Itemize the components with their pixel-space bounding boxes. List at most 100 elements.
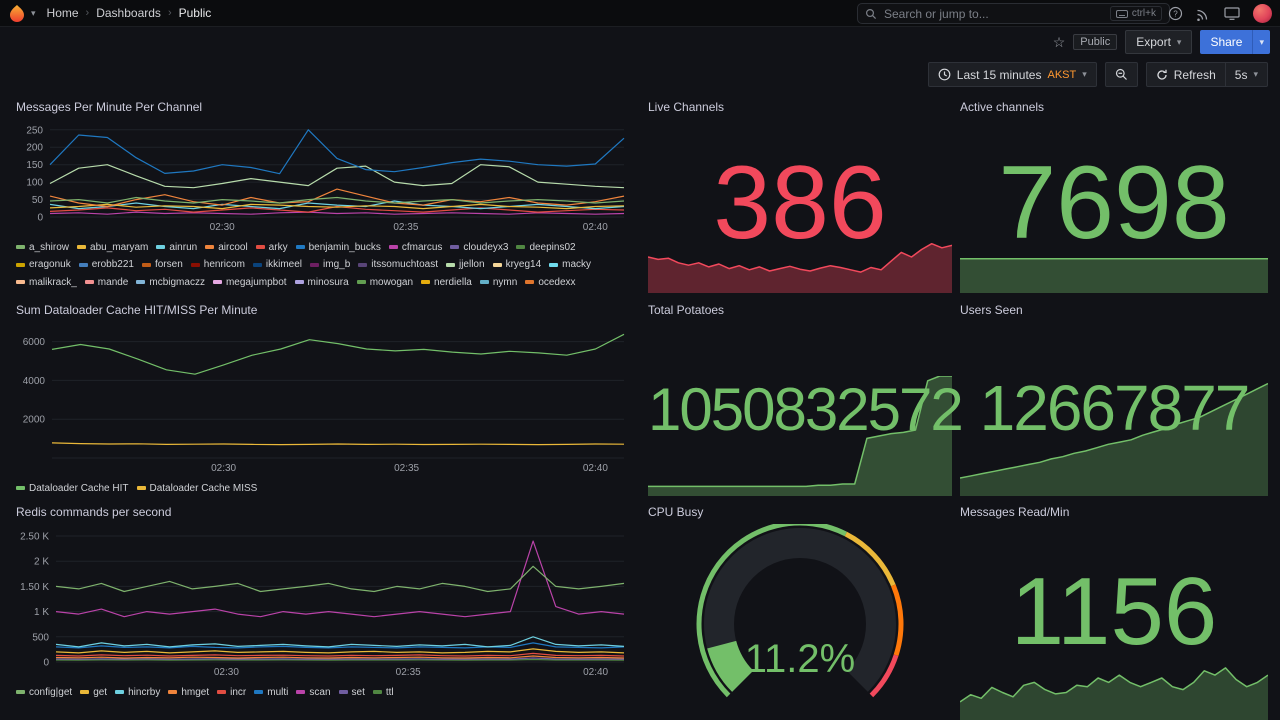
legend-item[interactable]: sand0e <box>325 292 371 294</box>
legend-label: nerdiella <box>434 276 472 288</box>
legend-item[interactable]: megajumpbot <box>212 275 287 290</box>
search-input[interactable]: Search or jump to... ctrl+k <box>857 3 1170 24</box>
panel-active-channels: Active channels 7698 <box>960 99 1268 293</box>
news-rss-icon[interactable] <box>1196 6 1211 21</box>
stat-sparkline <box>959 644 1269 720</box>
cpu-gauge[interactable]: 11.2% <box>648 520 952 720</box>
legend-item[interactable]: ocedexx <box>525 275 576 290</box>
time-range-picker[interactable]: Last 15 minutes AKST ▾ <box>927 62 1097 87</box>
legend-item[interactable]: erobb221 <box>78 257 134 272</box>
org-switcher-caret-icon[interactable]: ▾ <box>31 7 36 18</box>
legend-item[interactable]: malikrack_ <box>16 275 77 290</box>
share-caret-button[interactable]: ▾ <box>1252 30 1270 54</box>
legend-swatch <box>372 690 382 694</box>
legend-item[interactable]: deepins02 <box>516 240 576 255</box>
legend-item[interactable]: smerfy <box>378 292 421 294</box>
legend-item[interactable]: abu_maryam <box>77 240 148 255</box>
legend-item[interactable]: nymn <box>479 275 517 290</box>
legend-item[interactable]: cfmarcus <box>388 240 442 255</box>
legend-item[interactable]: set <box>338 685 365 700</box>
legend-item[interactable]: psp1g <box>80 292 120 294</box>
messages-legend: a_shirow abu_maryam ainrun aircool arky benja… <box>16 237 628 294</box>
breadcrumb-dashboards[interactable]: Dashboards <box>96 6 161 20</box>
legend-item[interactable]: preachifw <box>16 292 72 294</box>
panel-title[interactable]: Messages Per Minute Per Channel <box>16 100 203 114</box>
legend-item[interactable]: scan <box>296 685 331 700</box>
export-button[interactable]: Export ▾ <box>1125 30 1193 54</box>
legend-item[interactable]: snoes <box>501 292 541 294</box>
legend-item[interactable]: macky <box>549 257 591 272</box>
legend-item[interactable]: config|get <box>16 685 72 700</box>
legend-item[interactable]: ikkimeel <box>252 257 302 272</box>
panel-dataloader-cache: Sum Dataloader Cache HIT/MISS Per Minute… <box>16 302 628 496</box>
user-avatar[interactable] <box>1253 4 1272 23</box>
dashboard-tag[interactable]: Public <box>1073 34 1118 50</box>
legend-item[interactable]: nerdiella <box>421 275 472 290</box>
messages-chart[interactable]: 0 50 100 150 200 250 02:30 02:35 02:40 <box>16 121 628 233</box>
legend-item[interactable]: arky <box>255 240 288 255</box>
legend-item[interactable]: pwgood <box>128 292 176 294</box>
stat-value: 386 <box>713 145 887 261</box>
legend-item[interactable]: itssomuchtoast <box>358 257 438 272</box>
legend-item[interactable]: minosura <box>294 275 349 290</box>
legend-label: config|get <box>29 686 73 698</box>
breadcrumb-home[interactable]: Home <box>46 6 79 20</box>
legend-label: mande <box>97 276 129 288</box>
redis-chart[interactable]: 0 500 1 K 1.50 K 2 K 2.50 K 02:30 02:35 02:40 <box>16 526 628 678</box>
legend-item[interactable]: mowogan <box>356 275 413 290</box>
grafana-logo-icon[interactable] <box>8 4 26 22</box>
legend-swatch <box>338 690 348 694</box>
legend-item[interactable]: ainrun <box>156 240 197 255</box>
dataloader-chart[interactable]: 2000 4000 6000 02:30 02:35 02:40 <box>16 324 628 474</box>
legend-item[interactable]: henricom <box>190 257 245 272</box>
legend-item[interactable]: get <box>80 685 107 700</box>
legend-label: aircool <box>218 241 248 253</box>
legend-item[interactable]: mcbigmaczz <box>136 275 205 290</box>
monitor-icon[interactable] <box>1224 6 1240 21</box>
stat-value: 1050832572 <box>648 376 964 443</box>
panel-title[interactable]: Active channels <box>960 100 1045 114</box>
legend-item[interactable]: hincrby <box>115 685 160 700</box>
legend-item[interactable]: forsen <box>141 257 183 272</box>
legend-item[interactable]: multi <box>254 685 288 700</box>
panel-title[interactable]: Live Channels <box>648 100 725 114</box>
legend-item[interactable]: kryeg14 <box>492 257 541 272</box>
timezone-label: AKST <box>1047 68 1077 81</box>
share-button[interactable]: Share <box>1200 30 1253 54</box>
panel-title[interactable]: Users Seen <box>960 303 1023 317</box>
panel-title[interactable]: Sum Dataloader Cache HIT/MISS Per Minute <box>16 303 258 317</box>
legend-item[interactable]: mande <box>84 275 129 290</box>
legend-item[interactable]: sodasopais <box>429 292 493 294</box>
stat-sparkline <box>959 378 1269 496</box>
legend-item[interactable]: jjellon <box>445 257 485 272</box>
legend-item[interactable]: semuklike <box>184 292 241 294</box>
legend-item[interactable]: Dataloader Cache MISS <box>136 481 257 496</box>
refresh-interval-dropdown[interactable]: 5s ▾ <box>1225 62 1268 87</box>
star-button[interactable]: ☆ <box>1052 33 1066 50</box>
legend-item[interactable]: saxashaban <box>250 292 317 294</box>
legend-label: abu_maryam <box>90 241 149 253</box>
refresh-button[interactable]: Refresh <box>1145 62 1226 87</box>
legend-item[interactable]: incr <box>217 685 246 700</box>
breadcrumb-current[interactable]: Public <box>178 6 212 20</box>
svg-text:0: 0 <box>37 213 43 224</box>
legend-item[interactable]: stormsy <box>549 292 597 294</box>
panel-live-channels: Live Channels 386 <box>647 99 953 293</box>
legend-item[interactable]: a_shirow <box>16 240 69 255</box>
panel-title[interactable]: Total Potatoes <box>648 303 725 317</box>
legend-item[interactable]: ttl <box>372 685 394 700</box>
panel-title[interactable]: Redis commands per second <box>16 505 172 519</box>
legend-item[interactable]: eragonuk <box>16 257 71 272</box>
panel-title[interactable]: Messages Read/Min <box>960 505 1070 519</box>
help-icon[interactable]: ? <box>1168 6 1183 21</box>
legend-swatch <box>254 690 264 694</box>
legend-item[interactable]: Dataloader Cache HIT <box>16 481 129 496</box>
panel-title[interactable]: CPU Busy <box>648 505 704 519</box>
zoom-out-button[interactable] <box>1104 62 1138 87</box>
legend-item[interactable]: cloudeyx3 <box>450 240 508 255</box>
refresh-label: Refresh <box>1173 67 1216 82</box>
legend-item[interactable]: hmget <box>168 685 209 700</box>
legend-item[interactable]: benjamin_bucks <box>295 240 381 255</box>
legend-item[interactable]: aircool <box>205 240 248 255</box>
legend-item[interactable]: img_b <box>310 257 350 272</box>
